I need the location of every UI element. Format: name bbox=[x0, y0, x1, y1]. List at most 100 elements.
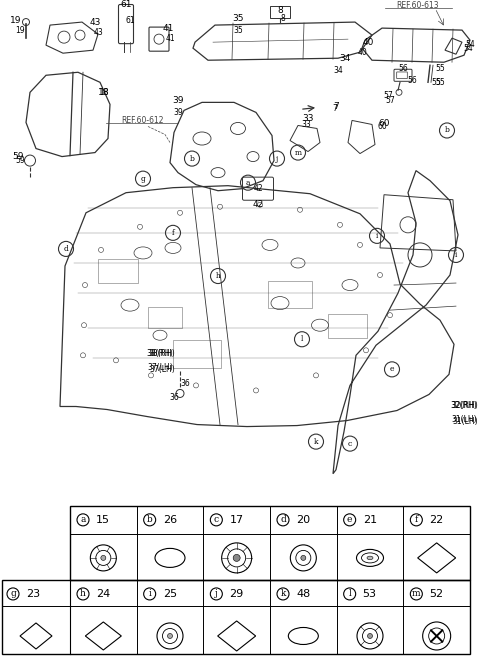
Text: 37(LH): 37(LH) bbox=[149, 365, 175, 374]
Text: g: g bbox=[141, 174, 145, 182]
Text: k: k bbox=[314, 438, 318, 445]
Text: 7: 7 bbox=[333, 102, 339, 111]
Text: 38(RH): 38(RH) bbox=[146, 349, 173, 358]
Circle shape bbox=[101, 556, 106, 560]
Text: 36: 36 bbox=[180, 379, 190, 388]
Text: 21: 21 bbox=[363, 515, 377, 525]
Text: m: m bbox=[294, 148, 301, 157]
Text: c: c bbox=[214, 516, 219, 524]
Text: 8: 8 bbox=[277, 5, 283, 14]
Text: 34: 34 bbox=[339, 54, 351, 63]
Text: 7: 7 bbox=[333, 104, 337, 113]
Text: 26: 26 bbox=[163, 515, 177, 525]
Bar bbox=[70, 506, 470, 580]
Text: 39: 39 bbox=[172, 96, 184, 105]
Text: f: f bbox=[172, 229, 174, 237]
Text: 41: 41 bbox=[165, 33, 175, 43]
Text: REF.60-612: REF.60-612 bbox=[121, 116, 163, 125]
Text: 31(LH): 31(LH) bbox=[452, 417, 478, 426]
Circle shape bbox=[301, 556, 306, 560]
Text: 53: 53 bbox=[363, 589, 377, 599]
Text: 40: 40 bbox=[357, 48, 367, 56]
Text: 19: 19 bbox=[15, 26, 25, 35]
Text: 33: 33 bbox=[302, 114, 314, 123]
Text: 32(RH): 32(RH) bbox=[451, 401, 478, 410]
Text: f: f bbox=[415, 516, 418, 524]
Text: 40: 40 bbox=[362, 37, 374, 47]
Text: 55: 55 bbox=[435, 78, 445, 87]
Text: 18: 18 bbox=[99, 88, 109, 97]
Text: 61: 61 bbox=[125, 16, 135, 24]
Text: 19: 19 bbox=[10, 16, 22, 24]
Text: g: g bbox=[10, 590, 16, 598]
Text: 56: 56 bbox=[407, 76, 417, 85]
Text: d: d bbox=[280, 516, 286, 524]
Text: j: j bbox=[215, 590, 218, 598]
Text: 54: 54 bbox=[465, 39, 475, 49]
Text: 43: 43 bbox=[89, 18, 101, 27]
Text: c: c bbox=[348, 440, 352, 447]
Text: 37(LH): 37(LH) bbox=[147, 363, 173, 372]
Text: e: e bbox=[390, 365, 394, 373]
Text: 36: 36 bbox=[169, 393, 179, 402]
Text: i: i bbox=[455, 251, 457, 259]
Text: l: l bbox=[348, 590, 351, 598]
Text: 55: 55 bbox=[431, 78, 441, 87]
Text: 59: 59 bbox=[15, 156, 25, 165]
Text: 41: 41 bbox=[162, 24, 174, 33]
Text: 18: 18 bbox=[98, 88, 110, 97]
Text: 48: 48 bbox=[296, 589, 310, 599]
Text: 43: 43 bbox=[93, 28, 103, 37]
Circle shape bbox=[168, 634, 172, 638]
Text: 56: 56 bbox=[398, 64, 408, 73]
Ellipse shape bbox=[367, 556, 373, 560]
Text: 59: 59 bbox=[12, 152, 24, 161]
Text: REF.60-613: REF.60-613 bbox=[396, 1, 439, 10]
Text: m: m bbox=[412, 590, 420, 598]
Text: 57: 57 bbox=[383, 91, 393, 100]
Text: 60: 60 bbox=[378, 119, 390, 128]
Text: 20: 20 bbox=[296, 515, 310, 525]
Text: 32(RH): 32(RH) bbox=[452, 401, 479, 410]
Text: 24: 24 bbox=[96, 589, 110, 599]
Text: 57: 57 bbox=[385, 96, 395, 105]
Text: 42: 42 bbox=[253, 184, 263, 193]
Text: j: j bbox=[276, 155, 278, 163]
Text: d: d bbox=[63, 245, 69, 253]
Text: 52: 52 bbox=[429, 589, 444, 599]
Text: 15: 15 bbox=[96, 515, 110, 525]
Bar bbox=[2, 580, 470, 654]
Text: l: l bbox=[301, 335, 303, 343]
Text: 38(RH): 38(RH) bbox=[149, 349, 175, 358]
Text: a: a bbox=[80, 516, 86, 524]
Text: a: a bbox=[246, 178, 250, 187]
Text: 33: 33 bbox=[301, 120, 311, 129]
Text: i: i bbox=[376, 232, 378, 240]
Text: h: h bbox=[216, 272, 220, 280]
Circle shape bbox=[233, 554, 240, 562]
Text: 17: 17 bbox=[229, 515, 243, 525]
Text: h: h bbox=[80, 590, 86, 598]
Text: 34: 34 bbox=[333, 66, 343, 75]
Text: 23: 23 bbox=[26, 589, 40, 599]
Text: b: b bbox=[444, 127, 449, 134]
Text: 55: 55 bbox=[435, 64, 445, 73]
Text: k: k bbox=[280, 590, 286, 598]
Text: 42: 42 bbox=[252, 200, 264, 209]
Text: 35: 35 bbox=[233, 26, 243, 35]
Text: 60: 60 bbox=[377, 122, 387, 131]
Text: e: e bbox=[347, 516, 352, 524]
Text: 54: 54 bbox=[463, 44, 473, 52]
Text: b: b bbox=[190, 155, 194, 163]
Text: b: b bbox=[147, 516, 153, 524]
Text: 8: 8 bbox=[281, 14, 286, 22]
Text: 39: 39 bbox=[173, 108, 183, 117]
Text: 25: 25 bbox=[163, 589, 177, 599]
Text: 35: 35 bbox=[232, 14, 244, 22]
Text: 29: 29 bbox=[229, 589, 243, 599]
Circle shape bbox=[368, 634, 372, 638]
Text: 31(LH): 31(LH) bbox=[451, 415, 477, 424]
Text: 22: 22 bbox=[429, 515, 444, 525]
Text: 61: 61 bbox=[120, 0, 132, 9]
Text: i: i bbox=[148, 590, 151, 598]
